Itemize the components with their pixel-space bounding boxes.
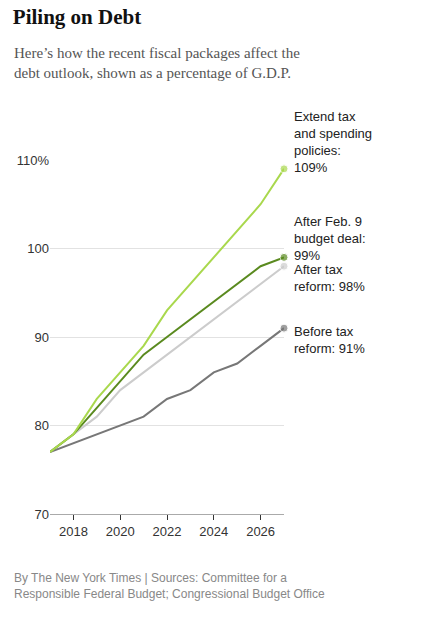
svg-text:Extend taxand spendingpolicies: Extend taxand spendingpolicies:109% <box>294 109 372 175</box>
svg-text:2022: 2022 <box>153 524 182 539</box>
svg-text:90: 90 <box>35 330 49 345</box>
svg-text:70: 70 <box>35 507 49 522</box>
svg-text:After Feb. 9budget deal:99%: After Feb. 9budget deal:99% <box>294 214 366 263</box>
svg-text:2026: 2026 <box>246 524 275 539</box>
svg-text:2018: 2018 <box>59 524 88 539</box>
svg-text:After taxreform: 98%: After taxreform: 98% <box>294 262 365 294</box>
svg-text:110%: 110% <box>17 153 50 168</box>
svg-text:80: 80 <box>35 418 49 433</box>
svg-text:Before taxreform: 91%: Before taxreform: 91% <box>294 324 365 356</box>
svg-text:2020: 2020 <box>106 524 135 539</box>
svg-text:100: 100 <box>27 241 49 256</box>
svg-text:2024: 2024 <box>199 524 228 539</box>
svg-text:Piling on Debt: Piling on Debt <box>13 5 141 29</box>
svg-text:By The New York Times | Source: By The New York Times | Sources: Committ… <box>14 571 325 601</box>
svg-text:Here’s how the recent fiscal p: Here’s how the recent fiscal packages af… <box>14 45 300 81</box>
